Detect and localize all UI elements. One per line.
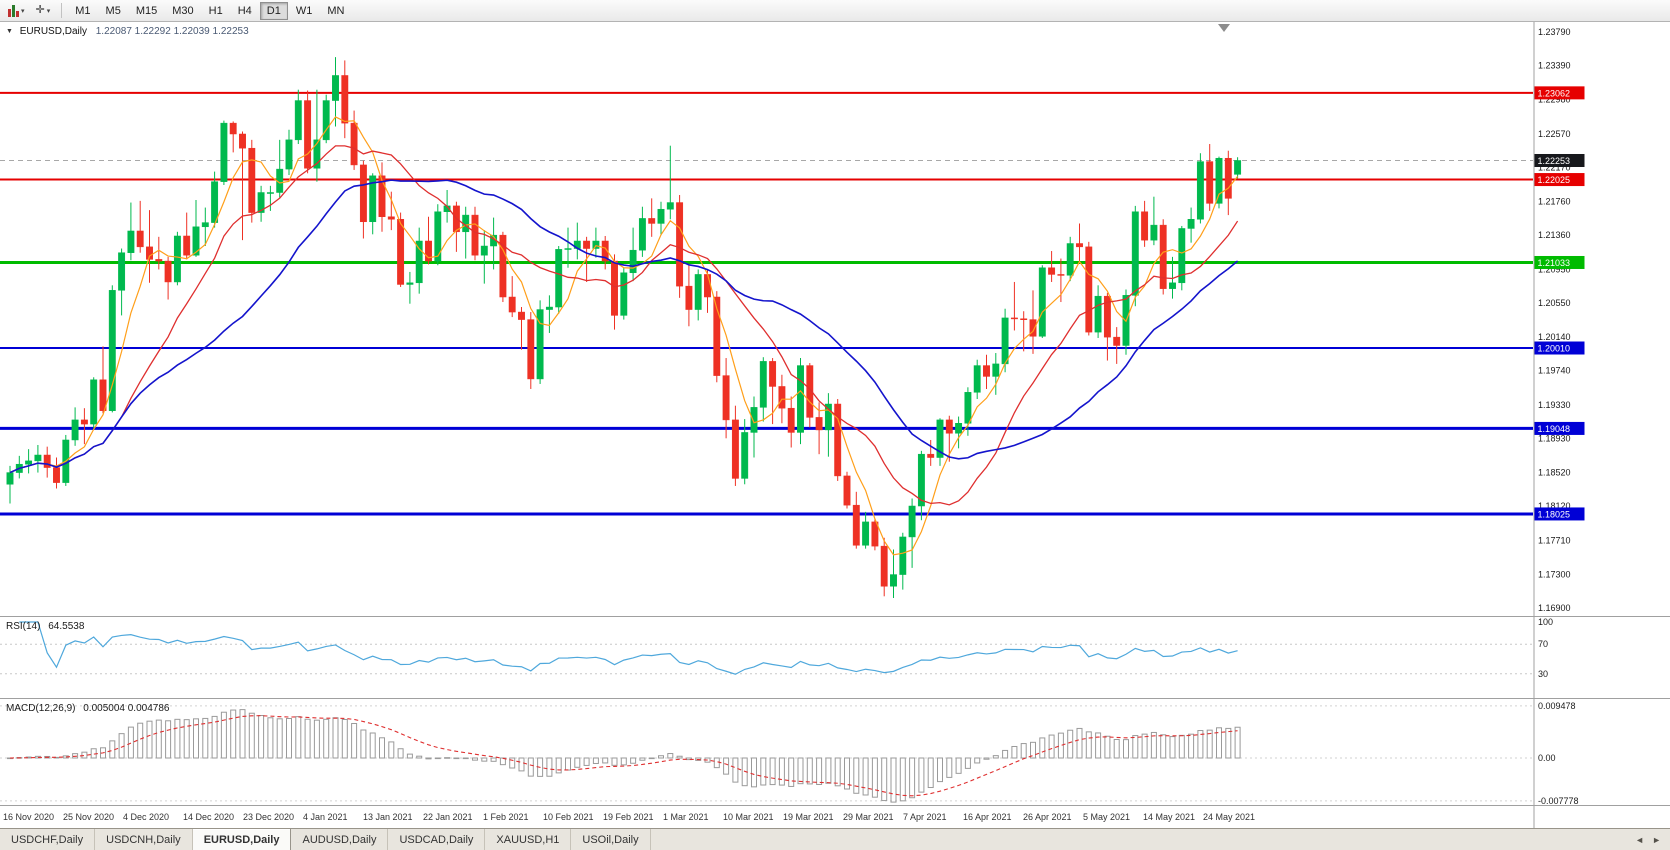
svg-text:0.009478: 0.009478	[1538, 701, 1576, 711]
svg-text:1.18930: 1.18930	[1538, 433, 1571, 443]
svg-text:22 Jan 2021: 22 Jan 2021	[423, 812, 473, 822]
svg-text:26 Apr 2021: 26 Apr 2021	[1023, 812, 1072, 822]
chart-tab-bar: USDCHF,Daily USDCNH,Daily EURUSD,Daily A…	[0, 828, 1670, 850]
chart-type-button[interactable]: ▾	[3, 2, 30, 20]
svg-text:1.22025: 1.22025	[1538, 175, 1571, 185]
svg-text:14 May 2021: 14 May 2021	[1143, 812, 1195, 822]
tab-scroll-left-icon[interactable]: ◄	[1635, 834, 1645, 845]
chart-ohlc-values: 1.22087 1.22292 1.22039 1.22253	[95, 26, 249, 37]
svg-text:70: 70	[1538, 639, 1548, 649]
timeframe-button-m5[interactable]: M5	[99, 2, 128, 20]
chart-canvas[interactable]: 1.23790 1.23390 1.22980 1.22570 1.22170 1.217…	[0, 22, 1670, 828]
tab-scroll-right-icon[interactable]: ►	[1652, 834, 1661, 845]
svg-text:1.21760: 1.21760	[1538, 197, 1571, 207]
svg-text:30: 30	[1538, 669, 1548, 679]
timeframe-button-d1[interactable]: D1	[259, 1, 288, 20]
svg-text:1.20950: 1.20950	[1538, 264, 1571, 274]
svg-text:1.18025: 1.18025	[1538, 509, 1571, 519]
chart-tab-usdcad-daily[interactable]: USDCAD,Daily	[388, 829, 486, 850]
candlestick-chart-icon	[8, 4, 19, 17]
chart-tab-eurusd-daily[interactable]: EURUSD,Daily	[192, 829, 292, 850]
svg-text:1.18520: 1.18520	[1538, 468, 1571, 478]
crosshair-icon: ✛	[35, 4, 45, 16]
svg-text:1.19740: 1.19740	[1538, 366, 1571, 376]
macd-indicator-label: MACD(12,26,9) 0.005004 0.004786	[6, 703, 169, 714]
svg-text:19 Feb 2021: 19 Feb 2021	[603, 812, 654, 822]
svg-text:10 Mar 2021: 10 Mar 2021	[723, 812, 774, 822]
svg-text:1.20010: 1.20010	[1538, 344, 1571, 354]
svg-text:100: 100	[1538, 617, 1553, 627]
svg-text:25 Nov 2020: 25 Nov 2020	[63, 812, 114, 822]
svg-text:1.23390: 1.23390	[1538, 60, 1571, 70]
svg-text:1.21033: 1.21033	[1538, 258, 1571, 268]
svg-text:16 Nov 2020: 16 Nov 2020	[3, 812, 54, 822]
crosshair-button[interactable]: ✛ ▾	[31, 2, 56, 20]
svg-text:4 Dec 2020: 4 Dec 2020	[123, 812, 169, 822]
svg-text:7 Apr 2021: 7 Apr 2021	[903, 812, 947, 822]
svg-text:0.00: 0.00	[1538, 753, 1556, 763]
svg-text:1.23062: 1.23062	[1538, 88, 1571, 98]
svg-text:1 Mar 2021: 1 Mar 2021	[663, 812, 709, 822]
macd-values: 0.005004 0.004786	[83, 703, 170, 714]
tab-scroll-arrows: ◄ ►	[1626, 829, 1670, 850]
timeframe-button-m30[interactable]: M30	[165, 2, 200, 20]
svg-text:16 Apr 2021: 16 Apr 2021	[963, 812, 1012, 822]
chart-tab-usdcnh-daily[interactable]: USDCNH,Daily	[95, 829, 193, 850]
chevron-down-icon: ▾	[46, 7, 51, 15]
svg-text:29 Mar 2021: 29 Mar 2021	[843, 812, 894, 822]
svg-text:-0.007778: -0.007778	[1538, 796, 1579, 806]
chart-tab-xauusd-h1[interactable]: XAUUSD,H1	[485, 829, 572, 850]
svg-text:1.20140: 1.20140	[1538, 332, 1571, 342]
macd-name: MACD(12,26,9)	[6, 703, 76, 714]
svg-text:1.17300: 1.17300	[1538, 570, 1571, 580]
top-toolbar: ▾ ✛ ▾ M1 M5 M15 M30 H1 H4 D1 W1 MN	[0, 0, 1670, 22]
timeframe-button-h4[interactable]: H4	[231, 2, 259, 20]
rsi-value: 64.5538	[48, 621, 85, 632]
svg-text:1.22570: 1.22570	[1538, 129, 1571, 139]
svg-text:1.18120: 1.18120	[1538, 501, 1571, 511]
rsi-name: RSI(14)	[6, 621, 41, 632]
chart-tab-usoil-daily[interactable]: USOil,Daily	[571, 829, 651, 850]
svg-text:1.20550: 1.20550	[1538, 298, 1571, 308]
timeframe-button-m1[interactable]: M1	[68, 2, 97, 20]
svg-text:5 May 2021: 5 May 2021	[1083, 812, 1130, 822]
timeframe-button-w1[interactable]: W1	[289, 2, 320, 20]
svg-text:24 May 2021: 24 May 2021	[1203, 812, 1255, 822]
svg-text:14 Dec 2020: 14 Dec 2020	[183, 812, 234, 822]
svg-text:1.19330: 1.19330	[1538, 400, 1571, 410]
svg-text:1.16900: 1.16900	[1538, 603, 1571, 613]
chart-tab-usdchf-daily[interactable]: USDCHF,Daily	[0, 829, 96, 850]
svg-text:1.17710: 1.17710	[1538, 535, 1571, 545]
svg-text:13 Jan 2021: 13 Jan 2021	[363, 812, 413, 822]
svg-text:1.19048: 1.19048	[1538, 424, 1571, 434]
chart-tab-audusd-daily[interactable]: AUDUSD,Daily	[291, 829, 389, 850]
svg-text:10 Feb 2021: 10 Feb 2021	[543, 812, 594, 822]
rsi-indicator-label: RSI(14) 64.5538	[6, 621, 84, 632]
chevron-down-icon: ▾	[21, 7, 25, 15]
toolbar-separator	[61, 3, 63, 18]
svg-text:1.22980: 1.22980	[1538, 95, 1571, 105]
svg-text:23 Dec 2020: 23 Dec 2020	[243, 812, 294, 822]
svg-text:4 Jan 2021: 4 Jan 2021	[303, 812, 348, 822]
timeframe-button-mn[interactable]: MN	[320, 2, 351, 20]
chart-header: ▼ EURUSD,Daily 1.22087 1.22292 1.22039 1…	[6, 26, 249, 37]
svg-text:1.22170: 1.22170	[1538, 162, 1571, 172]
svg-text:1.22253: 1.22253	[1538, 156, 1571, 166]
svg-text:1 Feb 2021: 1 Feb 2021	[483, 812, 529, 822]
chart-symbol-label: EURUSD,Daily	[19, 26, 87, 37]
timeframe-button-h1[interactable]: H1	[202, 2, 230, 20]
symbol-dropdown-icon[interactable]: ▼	[6, 28, 13, 35]
svg-text:19 Mar 2021: 19 Mar 2021	[783, 812, 834, 822]
svg-text:1.23790: 1.23790	[1538, 27, 1571, 37]
timeframe-button-m15[interactable]: M15	[129, 2, 164, 20]
svg-text:1.21360: 1.21360	[1538, 230, 1571, 240]
